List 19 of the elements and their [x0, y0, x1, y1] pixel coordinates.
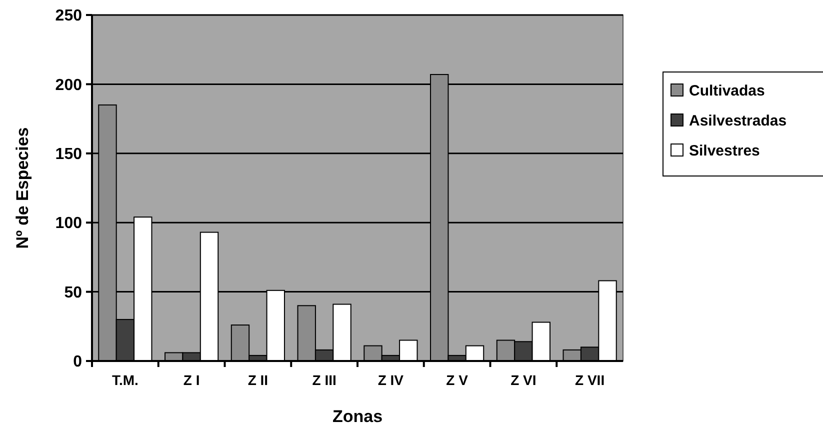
x-tick-label: Z III: [312, 372, 336, 388]
legend-label: Asilvestradas: [689, 112, 787, 130]
y-tick-label: 50: [64, 284, 82, 302]
x-tick-label: Z V: [446, 372, 469, 388]
legend-label: Cultivadas: [689, 82, 765, 100]
y-tick-label: 150: [55, 146, 82, 163]
y-tick-label: 200: [55, 76, 82, 94]
legend-label: Silvestres: [689, 142, 760, 160]
y-tick-label: 0: [73, 354, 82, 371]
x-tick-label: Z IV: [378, 372, 404, 388]
y-tick-label: 100: [55, 215, 82, 232]
x-tick-label: Z VI: [510, 372, 536, 388]
x-tick-label: T.M.: [112, 372, 138, 388]
x-axis-title: Zonas: [332, 407, 383, 426]
y-axis-title: Nº de Especies: [13, 127, 32, 249]
x-tick-label: Z I: [183, 372, 200, 388]
x-tick-label: Z VII: [575, 372, 605, 388]
x-tick-label: Z II: [248, 372, 268, 388]
y-tick-label: 250: [55, 8, 82, 25]
